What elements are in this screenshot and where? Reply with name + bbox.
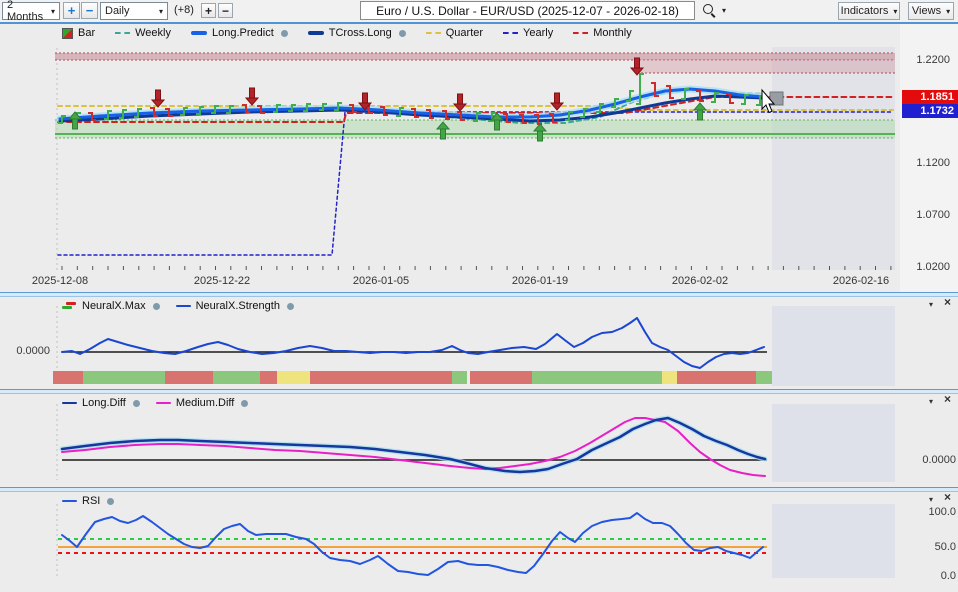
legend-item-label: Quarter — [446, 27, 483, 39]
neural-panel-collapse-button[interactable]: ▾ — [929, 300, 933, 310]
rsi-tick-label: 50.0 — [912, 541, 956, 553]
symbol-title: Euro / U.S. Dollar - EUR/USD (2025-12-07… — [376, 4, 679, 18]
trading-app-window: { "toolbar": { "range_select": "2 Months… — [0, 0, 958, 592]
legend-item-tcross-long[interactable]: TCross.Long — [308, 27, 406, 39]
main-chart-legend: Bar Weekly Long.Predict TCross.Long Quarter Y… — [62, 27, 632, 39]
legend-options-dot-icon[interactable] — [399, 30, 406, 37]
legend-options-dot-icon[interactable] — [287, 303, 294, 310]
diff-panel-collapse-button[interactable]: ▾ — [929, 397, 933, 407]
rsi-tick-label: 0.0 — [912, 570, 956, 582]
indicators-button-label: Indicators — [841, 5, 889, 17]
price-tick-label: 1.1200 — [898, 157, 950, 169]
thick-swatch-icon — [308, 31, 324, 35]
dash-swatch-icon — [573, 32, 588, 34]
legend-item-yearly[interactable]: Yearly — [503, 27, 553, 39]
legend-item-label: Monthly — [593, 27, 632, 39]
legend-item-label: Long.Predict — [212, 27, 274, 39]
date-tick-label: 2025-12-22 — [194, 275, 250, 287]
panel-separator[interactable] — [0, 389, 958, 394]
legend-options-dot-icon[interactable] — [153, 303, 160, 310]
legend-item-bar[interactable]: Bar — [62, 27, 95, 39]
price-tick-label: 1.0200 — [898, 261, 950, 273]
search-icon[interactable] — [702, 3, 716, 17]
panel-separator[interactable] — [0, 487, 958, 492]
offset-plus-button[interactable]: + — [201, 3, 216, 18]
legend-item-rsi[interactable]: RSI — [62, 495, 114, 507]
range-select[interactable]: 2 Months ▾ — [2, 2, 60, 20]
date-tick-label: 2025-12-08 — [32, 275, 88, 287]
legend-options-dot-icon[interactable] — [241, 400, 248, 407]
chevron-down-icon: ▾ — [51, 7, 55, 16]
legend-item-neuralx-strength[interactable]: NeuralX.Strength — [176, 300, 294, 312]
symbol-title-box[interactable]: Euro / U.S. Dollar - EUR/USD (2025-12-07… — [360, 1, 695, 20]
legend-item-long-diff[interactable]: Long.Diff — [62, 397, 140, 409]
range-select-value: 2 Months — [7, 0, 47, 23]
toolbar-separator — [0, 22, 958, 24]
legend-item-label: RSI — [82, 495, 100, 507]
rsi-panel-close-button[interactable]: × — [944, 492, 951, 502]
dash-swatch-icon — [115, 32, 130, 34]
legend-item-label: Long.Diff — [82, 397, 126, 409]
rsi-panel-legend: RSI — [62, 495, 114, 507]
line-swatch-icon — [156, 402, 171, 405]
price-flag-monthly: 1.1851 — [902, 90, 958, 104]
legend-item-quarter[interactable]: Quarter — [426, 27, 483, 39]
legend-item-label: Weekly — [135, 27, 171, 39]
legend-item-label: Yearly — [523, 27, 553, 39]
neural-zero-label: 0.0000 — [8, 345, 50, 357]
legend-item-label: Medium.Diff — [176, 397, 234, 409]
range-zoom-out-button[interactable]: − — [81, 2, 98, 19]
offset-minus-button[interactable]: − — [218, 3, 233, 18]
rsi-panel-collapse-button[interactable]: ▾ — [929, 495, 933, 505]
legend-options-dot-icon[interactable] — [133, 400, 140, 407]
legend-item-label: Bar — [78, 27, 95, 39]
neural-panel-close-button[interactable]: × — [944, 297, 951, 307]
legend-options-dot-icon[interactable] — [107, 498, 114, 505]
thick-swatch-icon — [191, 31, 207, 35]
views-button-label: Views — [912, 5, 941, 17]
neural-panel-legend: NeuralX.Max NeuralX.Strength — [62, 300, 294, 312]
views-button[interactable]: Views ▾ — [908, 2, 954, 20]
range-zoom-in-button[interactable]: + — [63, 2, 80, 19]
chevron-down-icon: ▾ — [159, 7, 163, 16]
toolbar: 2 Months ▾ + − Daily ▾ (+8) + − Euro / U… — [0, 0, 958, 22]
legend-item-neuralx-max[interactable]: NeuralX.Max — [62, 300, 160, 312]
bar-offset-label: (+8) — [174, 4, 194, 16]
bar-swatch-icon — [62, 28, 73, 39]
diff-panel-legend: Long.Diff Medium.Diff — [62, 397, 248, 409]
search-dropdown-caret-icon[interactable]: ▾ — [722, 6, 726, 15]
price-tick-label: 1.2200 — [898, 54, 950, 66]
price-flag-quarter: 1.1732 — [902, 104, 958, 118]
diff-panel-close-button[interactable]: × — [944, 394, 951, 404]
legend-item-monthly[interactable]: Monthly — [573, 27, 632, 39]
date-tick-label: 2026-01-19 — [512, 275, 568, 287]
line-swatch-icon — [62, 402, 77, 405]
date-tick-label: 2026-02-02 — [672, 275, 728, 287]
dash-swatch-icon — [426, 32, 441, 34]
indicators-button[interactable]: Indicators ▾ — [838, 2, 900, 20]
period-select[interactable]: Daily ▾ — [100, 2, 168, 20]
legend-item-label: NeuralX.Strength — [196, 300, 280, 312]
line-swatch-icon — [62, 500, 77, 503]
chevron-down-icon: ▾ — [893, 7, 897, 16]
date-tick-label: 2026-02-16 — [833, 275, 889, 287]
legend-item-label: NeuralX.Max — [82, 300, 146, 312]
legend-item-medium-diff[interactable]: Medium.Diff — [156, 397, 248, 409]
period-select-value: Daily — [105, 5, 129, 17]
rsi-tick-label: 100.0 — [912, 506, 956, 518]
legend-item-weekly[interactable]: Weekly — [115, 27, 171, 39]
legend-item-label: TCross.Long — [329, 27, 392, 39]
chevron-down-icon: ▾ — [946, 7, 950, 16]
legend-options-dot-icon[interactable] — [281, 30, 288, 37]
line-swatch-icon — [176, 305, 191, 308]
diff-zero-label: 0.0000 — [916, 454, 956, 466]
maxicon-swatch-icon — [62, 302, 77, 311]
dash-swatch-icon — [503, 32, 518, 34]
date-tick-label: 2026-01-05 — [353, 275, 409, 287]
panel-separator[interactable] — [0, 292, 958, 297]
price-tick-label: 1.0700 — [898, 209, 950, 221]
legend-item-long-predict[interactable]: Long.Predict — [191, 27, 288, 39]
